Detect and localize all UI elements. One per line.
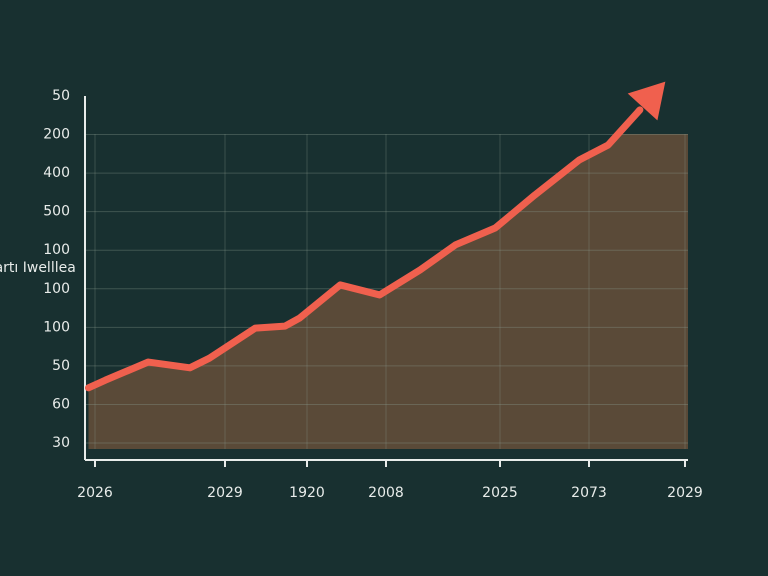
y-tick-label: 50 [52,88,70,104]
x-tick-label: 2026 [77,485,113,501]
x-tick-label: 2008 [368,485,404,501]
y-tick-label: 100 [43,281,70,297]
y-axis-label: Startı Iwelllea [0,260,76,276]
y-tick-label: 400 [43,165,70,181]
line [85,106,644,392]
y-tick-label: 200 [43,127,70,143]
arrowhead [627,81,666,121]
x-tick-label: 2029 [667,485,703,501]
y-tick-label: 100 [43,319,70,335]
x-tick-label: 2073 [571,485,607,501]
y-tick-label: 60 [52,396,70,412]
y-tick-label: 50 [52,358,70,374]
y-tick-label: 30 [52,435,70,451]
x-tick-label: 1920 [289,485,325,501]
y-tick-label: 500 [43,204,70,220]
y-tick-label: 100 [43,242,70,258]
x-tick-label: 2029 [207,485,243,501]
x-tick-label: 2025 [482,485,518,501]
